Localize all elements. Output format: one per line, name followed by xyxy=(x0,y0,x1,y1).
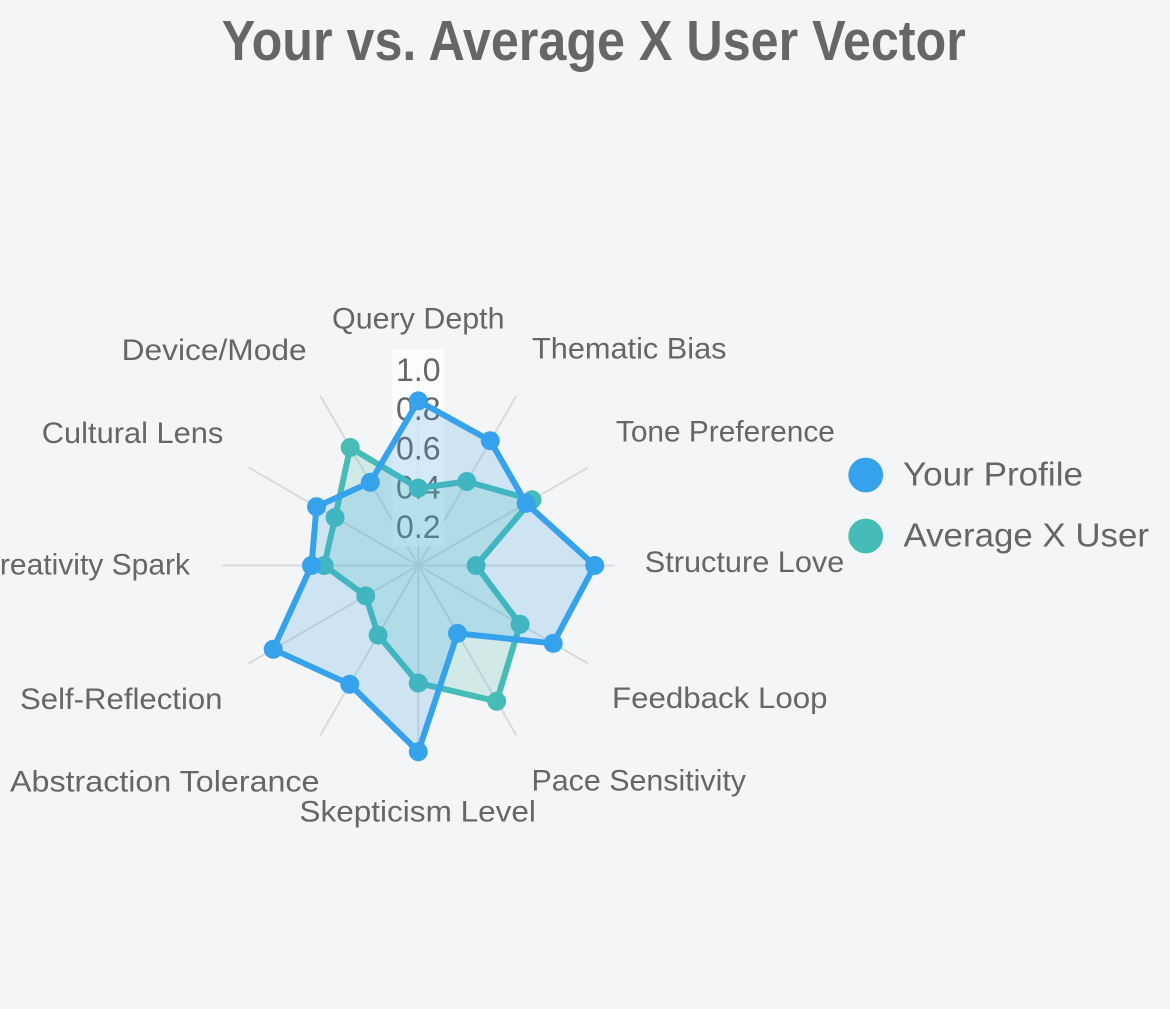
svg-text:Cultural Lens: Cultural Lens xyxy=(42,417,224,450)
svg-text:Structure Love: Structure Love xyxy=(645,546,845,579)
svg-text:0.6: 0.6 xyxy=(396,430,440,466)
svg-text:Query Depth: Query Depth xyxy=(332,302,505,335)
svg-text:Pace Sensitivity: Pace Sensitivity xyxy=(532,765,747,798)
svg-text:Abstraction Tolerance: Abstraction Tolerance xyxy=(10,766,320,799)
svg-text:Thematic Bias: Thematic Bias xyxy=(532,332,727,365)
svg-text:Device/Mode: Device/Mode xyxy=(122,334,307,367)
svg-text:Tone Preference: Tone Preference xyxy=(616,416,835,449)
svg-text:Creativity Spark: Creativity Spark xyxy=(0,548,191,581)
svg-text:Your Profile: Your Profile xyxy=(903,456,1083,493)
svg-text:Self-Reflection: Self-Reflection xyxy=(20,683,223,716)
svg-text:Skepticism Level: Skepticism Level xyxy=(299,795,536,828)
svg-text:Average X User: Average X User xyxy=(904,517,1150,554)
svg-text:0.2: 0.2 xyxy=(396,509,440,545)
svg-text:Feedback Loop: Feedback Loop xyxy=(612,682,828,715)
svg-text:1.0: 1.0 xyxy=(396,352,440,388)
svg-text:Your vs. Average X User Vector: Your vs. Average X User Vector xyxy=(222,9,966,73)
